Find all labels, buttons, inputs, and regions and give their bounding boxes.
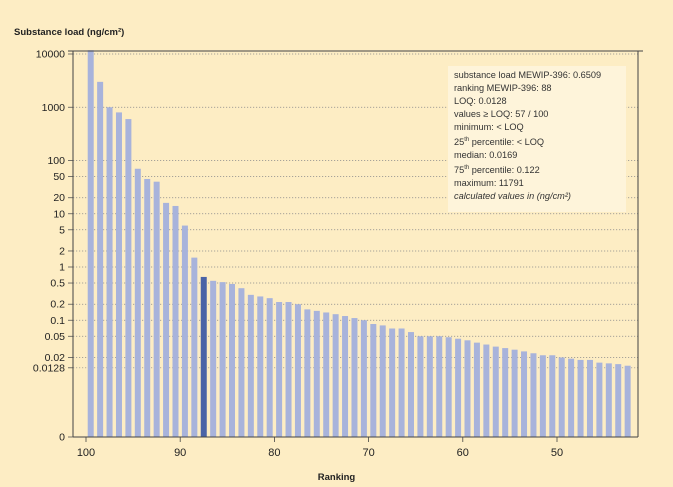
bar-rank-48 bbox=[578, 360, 584, 437]
bar-rank-47 bbox=[587, 360, 593, 437]
bar-rank-64 bbox=[427, 336, 433, 437]
bar-rank-60 bbox=[465, 340, 471, 437]
bar-rank-62 bbox=[446, 337, 452, 437]
info-25th-percentile: 25th percentile: < LOQ bbox=[454, 134, 626, 149]
info-ranking: ranking MEWIP-396: 88 bbox=[454, 82, 626, 95]
bar-rank-54 bbox=[521, 351, 527, 437]
info-units-note: calculated values in (ng/cm²) bbox=[454, 190, 626, 203]
info-values-above-loq: values ≥ LOQ: 57 / 100 bbox=[454, 108, 626, 121]
bar-rank-45 bbox=[606, 363, 612, 437]
bar-rank-99 bbox=[97, 82, 103, 437]
bar-rank-44 bbox=[615, 364, 621, 437]
y-tick-label: 10000 bbox=[36, 49, 65, 61]
bar-rank-100 bbox=[88, 50, 94, 437]
y-tick-label: 0.2 bbox=[50, 299, 65, 311]
bar-rank-56 bbox=[502, 348, 508, 437]
bar-rank-77 bbox=[304, 309, 310, 437]
bar-rank-70 bbox=[370, 324, 376, 437]
bar-rank-86 bbox=[220, 282, 226, 437]
y-tick-label: 1000 bbox=[42, 102, 66, 114]
bar-rank-65 bbox=[417, 336, 423, 437]
y-tick-label: 0.1 bbox=[50, 315, 65, 327]
bar-rank-67 bbox=[399, 328, 405, 437]
info-maximum: maximum: 11791 bbox=[454, 177, 626, 190]
bar-rank-57 bbox=[493, 347, 499, 437]
info-loq: LOQ: 0.0128 bbox=[454, 95, 626, 108]
bar-rank-59 bbox=[474, 343, 480, 437]
info-75th-percentile: 75th percentile: 0.122 bbox=[454, 162, 626, 177]
bar-rank-58 bbox=[483, 345, 489, 437]
info-minimum: minimum: < LOQ bbox=[454, 121, 626, 134]
bar-rank-69 bbox=[380, 325, 386, 437]
y-tick-label: 0 bbox=[59, 432, 65, 444]
x-tick-label: 60 bbox=[457, 447, 469, 459]
x-tick-label: 50 bbox=[551, 447, 563, 459]
bar-rank-96 bbox=[125, 119, 131, 437]
bar-rank-50 bbox=[559, 357, 565, 437]
bar-rank-51 bbox=[549, 355, 555, 437]
bar-rank-66 bbox=[408, 332, 414, 437]
x-tick-label: 100 bbox=[77, 447, 95, 459]
y-tick-label: 0.0128 bbox=[33, 362, 65, 374]
x-tick-label: 70 bbox=[362, 447, 374, 459]
bar-rank-87 bbox=[210, 281, 216, 437]
bar-rank-72 bbox=[351, 318, 357, 437]
bar-rank-71 bbox=[361, 320, 367, 437]
bar-rank-78 bbox=[295, 304, 301, 437]
bar-rank-76 bbox=[314, 311, 320, 437]
x-tick-label: 90 bbox=[174, 447, 186, 459]
y-tick-label: 1 bbox=[59, 262, 65, 274]
y-tick-label: 0.05 bbox=[45, 331, 66, 343]
info-median: median: 0.0169 bbox=[454, 149, 626, 162]
bar-rank-98 bbox=[107, 107, 113, 437]
bar-rank-53 bbox=[530, 353, 536, 437]
y-tick-label: 0.5 bbox=[50, 278, 65, 290]
bar-rank-92 bbox=[163, 203, 169, 437]
y-tick-label: 50 bbox=[53, 171, 65, 183]
info-box: substance load MEWIP-396: 0.6509 ranking… bbox=[448, 66, 626, 212]
info-substance-load: substance load MEWIP-396: 0.6509 bbox=[454, 69, 626, 82]
bar-rank-46 bbox=[596, 363, 602, 437]
bar-rank-52 bbox=[540, 355, 546, 437]
x-tick-label: 80 bbox=[268, 447, 280, 459]
bar-rank-63 bbox=[436, 336, 442, 437]
bar-rank-81 bbox=[267, 298, 273, 437]
bar-rank-55 bbox=[512, 350, 518, 437]
bar-rank-88 bbox=[201, 277, 207, 437]
bar-rank-68 bbox=[389, 328, 395, 437]
bar-rank-49 bbox=[568, 359, 574, 437]
y-tick-label: 2 bbox=[59, 245, 65, 257]
y-tick-label: 5 bbox=[59, 224, 65, 236]
bar-rank-91 bbox=[172, 206, 178, 437]
bar-rank-85 bbox=[229, 284, 235, 437]
x-axis-title: Ranking bbox=[0, 472, 673, 483]
bar-rank-95 bbox=[135, 169, 141, 437]
y-tick-label: 100 bbox=[47, 155, 65, 167]
bar-rank-79 bbox=[286, 302, 292, 437]
bar-rank-93 bbox=[154, 182, 160, 437]
x-tick-labels: 100 90 80 70 60 50 bbox=[77, 447, 563, 459]
bar-rank-43 bbox=[625, 366, 631, 437]
bar-rank-84 bbox=[238, 288, 244, 437]
y-tick-label: 10 bbox=[53, 208, 65, 220]
bar-rank-97 bbox=[116, 112, 122, 437]
bar-rank-73 bbox=[342, 316, 348, 437]
bar-rank-61 bbox=[455, 339, 461, 437]
bar-rank-90 bbox=[182, 226, 188, 437]
y-tick-labels: 1000010001005020105210.50.20.10.050.020.… bbox=[33, 49, 65, 444]
bar-rank-80 bbox=[276, 302, 282, 437]
bar-rank-94 bbox=[144, 179, 150, 437]
bar-rank-83 bbox=[248, 295, 254, 437]
bar-rank-75 bbox=[323, 312, 329, 437]
bar-rank-82 bbox=[257, 296, 263, 437]
bar-rank-89 bbox=[191, 258, 197, 437]
bar-rank-74 bbox=[333, 314, 339, 437]
y-tick-label: 20 bbox=[53, 192, 65, 204]
